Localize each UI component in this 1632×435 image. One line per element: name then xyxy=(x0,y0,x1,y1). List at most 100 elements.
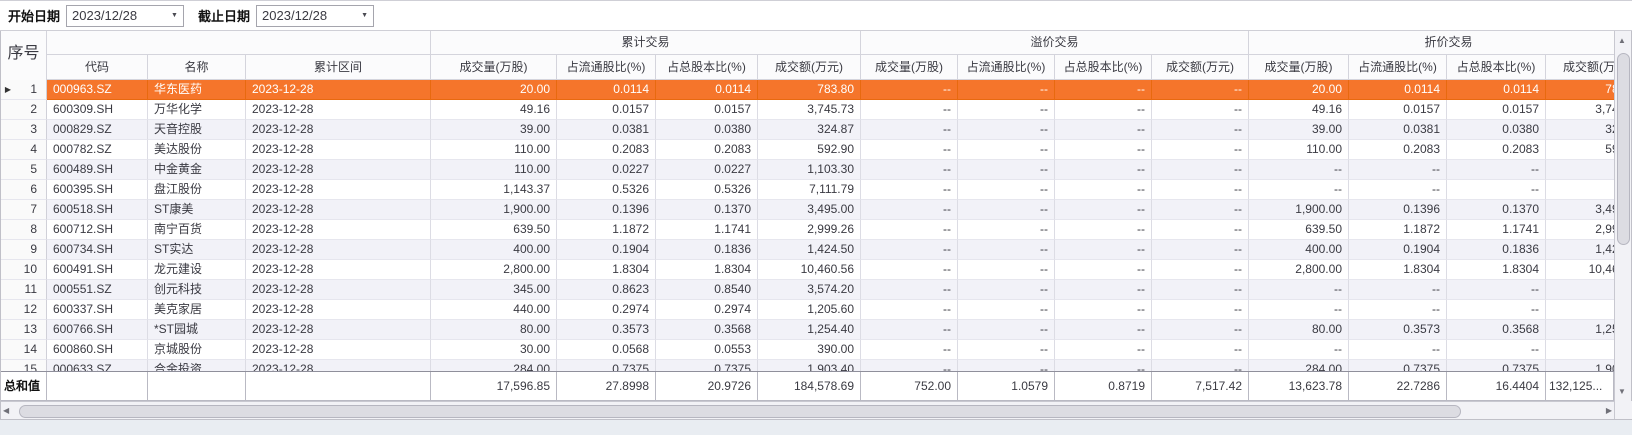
cell-value[interactable]: 1.1741 xyxy=(1447,220,1546,240)
cell-name[interactable]: 美克家居 xyxy=(148,300,246,320)
cell-value[interactable]: 0.0227 xyxy=(557,160,656,180)
cell-value[interactable]: 0.1370 xyxy=(656,200,758,220)
vertical-scrollbar-thumb[interactable] xyxy=(1617,53,1630,245)
cell-value[interactable]: -- xyxy=(1546,300,1614,320)
cell-value[interactable]: 345.00 xyxy=(431,280,557,300)
cell-value[interactable]: 1.8304 xyxy=(656,260,758,280)
cell-value[interactable]: -- xyxy=(958,180,1055,200)
horizontal-scrollbar[interactable]: ◀ ▶ xyxy=(1,401,1614,419)
cell-range[interactable]: 2023-12-28 xyxy=(246,320,431,340)
cell-code[interactable]: 600337.SH xyxy=(47,300,148,320)
cell-value[interactable]: -- xyxy=(958,340,1055,360)
cell-code[interactable]: 600489.SH xyxy=(47,160,148,180)
cell-value[interactable]: 284.00 xyxy=(1249,360,1349,371)
cell-value[interactable]: 0.0227 xyxy=(656,160,758,180)
cell-value[interactable]: 1,903.40 xyxy=(1546,360,1614,371)
cell-name[interactable]: 万华化学 xyxy=(148,100,246,120)
column-header[interactable]: 占流通股比(%) xyxy=(557,55,656,80)
cell-value[interactable]: 783.80 xyxy=(758,80,861,100)
cell-value[interactable]: 2,999.26 xyxy=(758,220,861,240)
row-header[interactable]: 10 xyxy=(1,260,47,280)
cell-value[interactable]: 592.90 xyxy=(1546,140,1614,160)
cell-code[interactable]: 600766.SH xyxy=(47,320,148,340)
cell-name[interactable]: 京城股份 xyxy=(148,340,246,360)
cell-name[interactable]: 合金投资 xyxy=(148,360,246,371)
cell-name[interactable]: ST实达 xyxy=(148,240,246,260)
cell-value[interactable]: 3,745.73 xyxy=(758,100,861,120)
cell-value[interactable]: 0.5326 xyxy=(557,180,656,200)
cell-value[interactable]: -- xyxy=(1152,140,1249,160)
cell-range[interactable]: 2023-12-28 xyxy=(246,140,431,160)
cell-value[interactable]: 110.00 xyxy=(1249,140,1349,160)
cell-value[interactable]: 3,574.20 xyxy=(758,280,861,300)
column-header[interactable]: 成交额(万元) xyxy=(758,55,861,80)
cell-code[interactable]: 600518.SH xyxy=(47,200,148,220)
cell-value[interactable]: 0.2083 xyxy=(1349,140,1447,160)
cell-value[interactable]: 0.7375 xyxy=(656,360,758,371)
cell-value[interactable]: 0.7375 xyxy=(1349,360,1447,371)
cell-value[interactable]: 1,254.40 xyxy=(758,320,861,340)
cell-value[interactable]: 1.1872 xyxy=(1349,220,1447,240)
cell-value[interactable]: -- xyxy=(861,340,958,360)
row-header[interactable]: 2 xyxy=(1,100,47,120)
cell-value[interactable]: -- xyxy=(861,200,958,220)
cell-value[interactable]: 0.0380 xyxy=(1447,120,1546,140)
cell-value[interactable]: 0.0553 xyxy=(656,340,758,360)
cell-value[interactable]: -- xyxy=(861,120,958,140)
cell-range[interactable]: 2023-12-28 xyxy=(246,100,431,120)
cell-range[interactable]: 2023-12-28 xyxy=(246,340,431,360)
table-row[interactable]: 12600337.SH美克家居2023-12-28440.000.29740.2… xyxy=(1,300,1614,320)
chevron-down-icon[interactable]: ▼ xyxy=(166,12,183,19)
row-header[interactable]: 6 xyxy=(1,180,47,200)
cell-value[interactable]: -- xyxy=(1249,280,1349,300)
end-date-combo[interactable]: 2023/12/28 ▼ xyxy=(256,5,374,27)
cell-value[interactable]: 0.0381 xyxy=(1349,120,1447,140)
cell-range[interactable]: 2023-12-28 xyxy=(246,180,431,200)
cell-value[interactable]: -- xyxy=(1055,180,1152,200)
cell-value[interactable]: -- xyxy=(861,240,958,260)
row-header[interactable]: 3 xyxy=(1,120,47,140)
cell-code[interactable]: 600712.SH xyxy=(47,220,148,240)
group-header-2[interactable]: 折价交易 xyxy=(1249,31,1614,55)
cell-range[interactable]: 2023-12-28 xyxy=(246,220,431,240)
cell-value[interactable]: -- xyxy=(1152,80,1249,100)
table-row[interactable]: 14600860.SH京城股份2023-12-2830.000.05680.05… xyxy=(1,340,1614,360)
cell-value[interactable]: 0.3573 xyxy=(1349,320,1447,340)
cell-value[interactable]: -- xyxy=(861,220,958,240)
cell-value[interactable]: 0.1904 xyxy=(1349,240,1447,260)
cell-value[interactable]: -- xyxy=(1349,340,1447,360)
cell-value[interactable]: 3,495.00 xyxy=(758,200,861,220)
cell-code[interactable]: 000829.SZ xyxy=(47,120,148,140)
cell-name[interactable]: 创元科技 xyxy=(148,280,246,300)
cell-value[interactable]: -- xyxy=(1447,180,1546,200)
cell-value[interactable]: 0.1836 xyxy=(656,240,758,260)
cell-value[interactable]: 2,999.26 xyxy=(1546,220,1614,240)
table-row[interactable]: 5600489.SH中金黄金2023-12-28110.000.02270.02… xyxy=(1,160,1614,180)
cell-value[interactable]: 0.1904 xyxy=(557,240,656,260)
cell-range[interactable]: 2023-12-28 xyxy=(246,120,431,140)
cell-value[interactable]: -- xyxy=(1349,160,1447,180)
horizontal-scrollbar-thumb[interactable] xyxy=(19,405,1461,418)
cell-value[interactable]: -- xyxy=(1055,120,1152,140)
table-row[interactable]: 6600395.SH盘江股份2023-12-281,143.370.53260.… xyxy=(1,180,1614,200)
cell-value[interactable]: 0.0380 xyxy=(656,120,758,140)
cell-code[interactable]: 600860.SH xyxy=(47,340,148,360)
cell-range[interactable]: 2023-12-28 xyxy=(246,260,431,280)
cell-value[interactable]: 324.87 xyxy=(758,120,861,140)
cell-value[interactable]: -- xyxy=(958,320,1055,340)
cell-value[interactable]: -- xyxy=(1055,220,1152,240)
cell-value[interactable]: -- xyxy=(861,300,958,320)
cell-value[interactable]: 7,111.79 xyxy=(758,180,861,200)
cell-value[interactable]: 639.50 xyxy=(431,220,557,240)
cell-value[interactable]: 49.16 xyxy=(431,100,557,120)
cell-name[interactable]: *ST园城 xyxy=(148,320,246,340)
row-header[interactable]: ▶1 xyxy=(1,80,47,100)
cell-value[interactable]: 284.00 xyxy=(431,360,557,371)
cell-value[interactable]: -- xyxy=(861,280,958,300)
cell-value[interactable]: 20.00 xyxy=(1249,80,1349,100)
cell-value[interactable]: 1.8304 xyxy=(557,260,656,280)
cell-value[interactable]: 80.00 xyxy=(431,320,557,340)
column-header[interactable]: 成交量(万股) xyxy=(861,55,958,80)
cell-value[interactable]: 110.00 xyxy=(431,160,557,180)
cell-value[interactable]: -- xyxy=(861,320,958,340)
